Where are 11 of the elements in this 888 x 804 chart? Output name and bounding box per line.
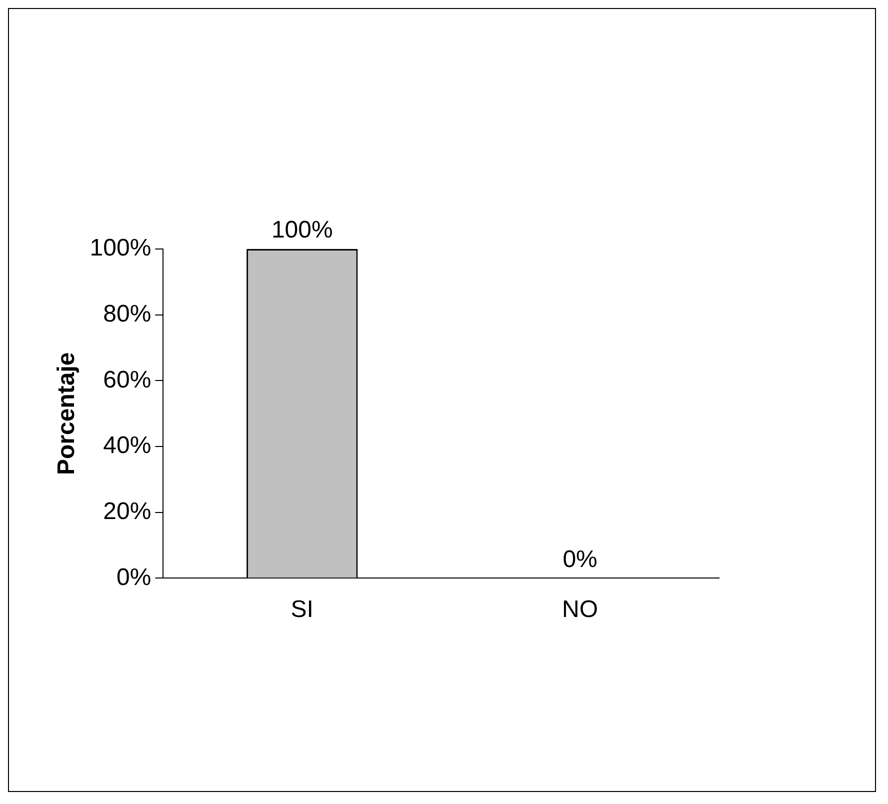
- data-label: 100%: [271, 216, 333, 244]
- y-tick-label: 60%: [103, 366, 152, 394]
- y-tick-label: 100%: [90, 234, 152, 262]
- y-tick-label: 0%: [116, 564, 152, 591]
- x-tick-label: SI: [290, 596, 314, 624]
- data-label: 0%: [562, 546, 598, 573]
- y-axis-title: Porcentaje: [53, 352, 80, 475]
- x-tick-label: NO: [562, 596, 598, 624]
- y-tick-label: 40%: [103, 432, 152, 460]
- y-tick-label: 80%: [103, 300, 152, 328]
- y-tick-label: 20%: [103, 498, 152, 525]
